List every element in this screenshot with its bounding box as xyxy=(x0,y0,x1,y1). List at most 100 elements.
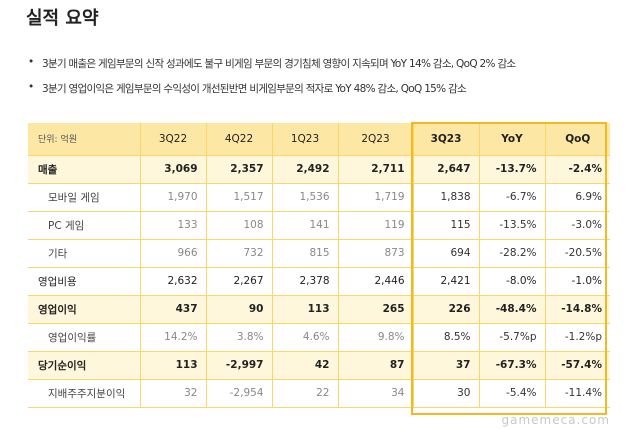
table-cell: -28.2% xyxy=(478,239,545,268)
table-row: 영업이익률 14.2% 3.8% 4.6% 9.8% 8.5% -5.7%p -1.2%p xyxy=(28,323,610,352)
bullet-dot: • xyxy=(28,81,34,93)
table-cell: 6.9% xyxy=(544,183,610,212)
table-cell: 2,647 xyxy=(412,155,479,184)
table-cell: 133 xyxy=(139,211,206,240)
table-cell: 1,838 xyxy=(412,183,479,212)
table-cell: 2,492 xyxy=(271,155,338,184)
table-cell: -2,954 xyxy=(205,379,272,408)
table-cell: 873 xyxy=(337,239,413,268)
bullet-dot: • xyxy=(28,56,34,68)
column-header: QoQ xyxy=(544,123,610,156)
table-cell: 226 xyxy=(412,295,479,324)
table-cell: 113 xyxy=(139,351,206,380)
table-cell: 1,719 xyxy=(337,183,413,212)
table-cell: 4.6% xyxy=(271,323,338,352)
table-cell: -3.0% xyxy=(544,211,610,240)
table-cell: 8.5% xyxy=(412,323,479,352)
table-cell: -13.7% xyxy=(478,155,545,184)
row-label: 매출 xyxy=(28,155,140,184)
table-cell: 32 xyxy=(139,379,206,408)
table-cell: 119 xyxy=(337,211,413,240)
table-cell: -57.4% xyxy=(544,351,610,380)
table-cell: 108 xyxy=(205,211,272,240)
table-cell: -67.3% xyxy=(478,351,545,380)
column-header: 4Q22 xyxy=(205,123,272,156)
table-cell: 30 xyxy=(412,379,479,408)
table-cell: 90 xyxy=(205,295,272,324)
column-header: 2Q23 xyxy=(337,123,413,156)
table-cell: -11.4% xyxy=(544,379,610,408)
table-cell: 2,378 xyxy=(271,267,338,296)
column-header: 3Q23 xyxy=(412,123,479,156)
table-cell: -48.4% xyxy=(478,295,545,324)
table-row: 영업이익 437 90 113 265 226 -48.4% -14.8% xyxy=(28,295,610,324)
table-cell: -5.4% xyxy=(478,379,545,408)
table-cell: 14.2% xyxy=(139,323,206,352)
table-cell: 1,970 xyxy=(139,183,206,212)
table-cell: -2.4% xyxy=(544,155,610,184)
bullet-item: • 3분기 영업이익은 게임부문의 수익성이 개선된반면 비게임부문의 적자로 Y… xyxy=(28,81,628,106)
table-cell: 2,357 xyxy=(205,155,272,184)
table-cell: 815 xyxy=(271,239,338,268)
table-cell: -2,997 xyxy=(205,351,272,380)
table-cell: -20.5% xyxy=(544,239,610,268)
table-cell: 3.8% xyxy=(205,323,272,352)
table-cell: 2,711 xyxy=(337,155,413,184)
table-cell: -8.0% xyxy=(478,267,545,296)
table-cell: -6.7% xyxy=(478,183,545,212)
row-label: 영업이익률 xyxy=(28,323,140,352)
table-cell: 2,632 xyxy=(139,267,206,296)
table-cell: 3,069 xyxy=(139,155,206,184)
table-cell: 2,446 xyxy=(337,267,413,296)
table-cell: 22 xyxy=(271,379,338,408)
table-cell: 1,517 xyxy=(205,183,272,212)
table-cell: -5.7%p xyxy=(478,323,545,352)
table-cell: -1.0% xyxy=(544,267,610,296)
earnings-table: 단위: 억원 3Q22 4Q22 1Q23 2Q23 3Q23 YoY QoQ 매출 3,069 2… xyxy=(28,123,610,408)
table-row: 당기순이익 113 -2,997 42 87 37 -67.3% -57.4% xyxy=(28,351,610,380)
table-cell: -13.5% xyxy=(478,211,545,240)
table-cell: 437 xyxy=(139,295,206,324)
table-cell: 9.8% xyxy=(337,323,413,352)
table-cell: 1,536 xyxy=(271,183,338,212)
table-row: 모바일 게임 1,970 1,517 1,536 1,719 1,838 -6.7% 6.9% xyxy=(28,183,610,212)
table-row: 기타 966 732 815 873 694 -28.2% -20.5% xyxy=(28,239,610,268)
table-cell: 87 xyxy=(337,351,413,380)
table-cell: -1.2%p xyxy=(544,323,610,352)
table-cell: 966 xyxy=(139,239,206,268)
table-cell: 37 xyxy=(412,351,479,380)
column-header: 1Q23 xyxy=(271,123,338,156)
table-cell: 42 xyxy=(271,351,338,380)
table-row: 영업비용 2,632 2,267 2,378 2,446 2,421 -8.0% -1.0% xyxy=(28,267,610,296)
table-cell: -14.8% xyxy=(544,295,610,324)
column-header: 3Q22 xyxy=(139,123,206,156)
bullet-item: • 3분기 매출은 게임부문의 신작 성과에도 불구 비게임 부문의 경기침체 영… xyxy=(28,56,628,81)
table-cell: 115 xyxy=(412,211,479,240)
page-title: 실적 요약 xyxy=(26,8,99,29)
row-label: 영업비용 xyxy=(28,267,140,296)
row-label: 당기순이익 xyxy=(28,351,140,380)
bullet-text: 3분기 영업이익은 게임부문의 수익성이 개선된반면 비게임부문의 적자로 Yo… xyxy=(42,83,467,95)
table-row: PC 게임 133 108 141 119 115 -13.5% -3.0% xyxy=(28,211,610,240)
row-label: PC 게임 xyxy=(28,211,140,240)
row-label: 지배주주지분이익 xyxy=(28,379,140,408)
table-row: 지배주주지분이익 32 -2,954 22 34 30 -5.4% -11.4% xyxy=(28,379,610,408)
bullet-text: 3분기 매출은 게임부문의 신작 성과에도 불구 비게임 부문의 경기침체 영향… xyxy=(42,58,516,70)
table-cell: 732 xyxy=(205,239,272,268)
watermark: gamemeca.com xyxy=(501,413,610,427)
table-cell: 694 xyxy=(412,239,479,268)
table-cell: 34 xyxy=(337,379,413,408)
table-cell: 2,267 xyxy=(205,267,272,296)
row-label: 모바일 게임 xyxy=(28,183,140,212)
table-cell: 141 xyxy=(271,211,338,240)
table-cell: 113 xyxy=(271,295,338,324)
column-header: YoY xyxy=(478,123,545,156)
row-label: 기타 xyxy=(28,239,140,268)
row-label: 영업이익 xyxy=(28,295,140,324)
table-row: 매출 3,069 2,357 2,492 2,711 2,647 -13.7% -2.4% xyxy=(28,155,610,184)
summary-bullets: • 3분기 매출은 게임부문의 신작 성과에도 불구 비게임 부문의 경기침체 영… xyxy=(28,56,628,106)
column-header: 단위: 억원 xyxy=(28,123,140,156)
table-cell: 2,421 xyxy=(412,267,479,296)
table-header-row: 단위: 억원 3Q22 4Q22 1Q23 2Q23 3Q23 YoY QoQ xyxy=(28,123,610,156)
table-cell: 265 xyxy=(337,295,413,324)
